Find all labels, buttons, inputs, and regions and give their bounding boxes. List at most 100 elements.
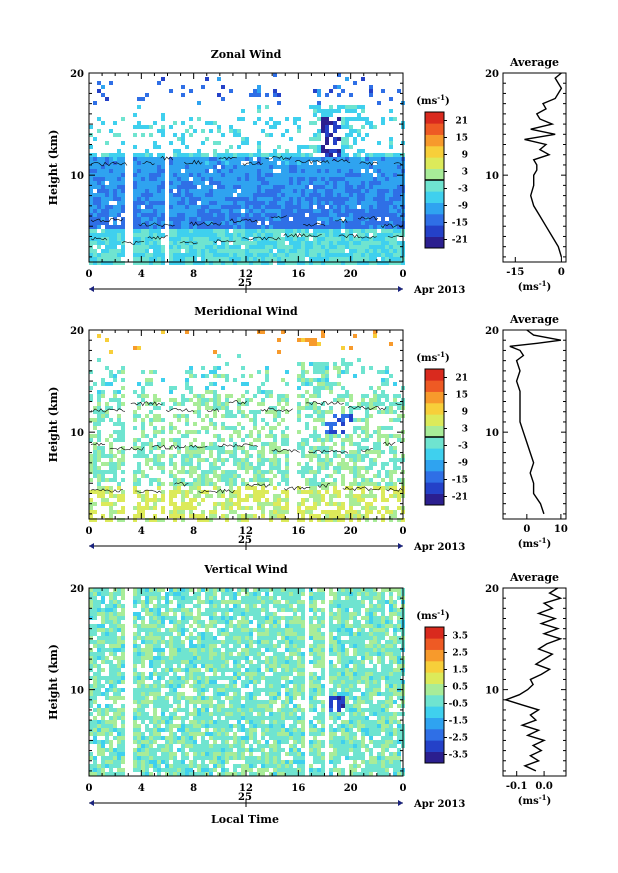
heatmap-cell (269, 209, 273, 213)
heatmap-cell (369, 434, 373, 438)
heatmap-cell (113, 253, 117, 257)
heatmap-cell (233, 510, 237, 514)
heatmap-cell (357, 406, 361, 410)
heatmap-cell (241, 141, 245, 145)
heatmap-cell (137, 482, 141, 486)
heatmap-cell (249, 233, 253, 237)
heatmap-cell (369, 185, 373, 189)
heatmap-cell (281, 442, 285, 446)
heatmap-cell (157, 418, 161, 422)
heatmap-cell (121, 221, 125, 225)
heatmap-cell (121, 688, 125, 692)
heatmap-cell (133, 636, 137, 640)
heatmap-cell (93, 458, 97, 462)
heatmap-cell (189, 498, 193, 502)
heatmap-cell (185, 193, 189, 197)
heatmap-cell (245, 189, 249, 193)
heatmap-cell (273, 450, 277, 454)
heatmap-cell (193, 157, 197, 161)
heatmap-cell (149, 241, 153, 245)
heatmap-cell (205, 402, 209, 406)
heatmap-cell (381, 221, 385, 225)
heatmap-cell (189, 430, 193, 434)
heatmap-cell (245, 518, 249, 522)
heatmap-cell (193, 197, 197, 201)
heatmap-cell (141, 217, 145, 221)
heatmap-cell (217, 157, 221, 161)
heatmap-cell (201, 181, 205, 185)
heatmap-cell (141, 261, 145, 265)
heatmap-cell (101, 237, 105, 241)
heatmap-cell (309, 394, 313, 398)
heatmap-cell (397, 217, 401, 221)
heatmap-cell (237, 173, 241, 177)
heatmap-cell (301, 370, 305, 374)
heatmap-cell (185, 213, 189, 217)
contour-line (138, 222, 175, 227)
heatmap-cell (97, 165, 101, 169)
heatmap-cell (317, 370, 321, 374)
heatmap-cell (105, 612, 109, 616)
heatmap-cell (165, 672, 169, 676)
heatmap-cell (161, 245, 165, 249)
heatmap-cell (309, 490, 313, 494)
heatmap-cell (313, 338, 317, 342)
heatmap-cell (329, 185, 333, 189)
heatmap-cell (337, 398, 341, 402)
heatmap-cell (249, 245, 253, 249)
heatmap-cell (365, 482, 369, 486)
heatmap-cell (237, 466, 241, 470)
heatmap-cell (253, 514, 257, 518)
heatmap-cell (161, 233, 165, 237)
heatmap-cell (165, 704, 169, 708)
heatmap-cell (153, 217, 157, 221)
heatmap-cell (117, 656, 121, 660)
heatmap-cell (261, 418, 265, 422)
heatmap-cell (241, 153, 245, 157)
heatmap-cell (169, 197, 173, 201)
heatmap-cell (133, 668, 137, 672)
heatmap-cell (137, 217, 141, 221)
heatmap-cell (329, 149, 333, 153)
heatmap-cell (245, 197, 249, 201)
heatmap-cell (265, 209, 269, 213)
heatmap-cell (373, 506, 377, 510)
heatmap-cell (273, 157, 277, 161)
heatmap-cell (337, 490, 341, 494)
heatmap-cell (269, 189, 273, 193)
heatmap-cell (381, 462, 385, 466)
heatmap-cell (369, 502, 373, 506)
contour-lines (90, 155, 404, 245)
heatmap-cell (229, 506, 233, 510)
heatmap-cell (281, 430, 285, 434)
heatmap-cell (145, 245, 149, 249)
heatmap-cell (229, 225, 233, 229)
heatmap-cell (153, 632, 157, 636)
heatmap-cell (217, 434, 221, 438)
heatmap-cell (373, 165, 377, 169)
heatmap-cell (393, 217, 397, 221)
heatmap-cell (361, 205, 365, 209)
heatmap-cell (301, 514, 305, 518)
heatmap-cell (397, 225, 401, 229)
heatmap-cell (337, 205, 341, 209)
heatmap-cell (93, 221, 97, 225)
heatmap-cell (313, 229, 317, 233)
heatmap-cell (201, 402, 205, 406)
heatmap-cell (117, 628, 121, 632)
heatmap-cell (109, 592, 113, 596)
heatmap-cell (249, 249, 253, 253)
heatmap-cell (237, 241, 241, 245)
heatmap-cell (277, 229, 281, 233)
heatmap-cell (157, 201, 161, 205)
heatmap-cell (121, 740, 125, 744)
heatmap-cell (189, 462, 193, 466)
heatmap-cell (249, 257, 253, 261)
heatmap-cell (101, 157, 105, 161)
heatmap-cell (105, 608, 109, 612)
heatmap-cell (109, 624, 113, 628)
heatmap-cell (361, 217, 365, 221)
heatmap-cell (221, 181, 225, 185)
heatmap-cell (285, 161, 289, 165)
heatmap-cell (93, 764, 97, 768)
